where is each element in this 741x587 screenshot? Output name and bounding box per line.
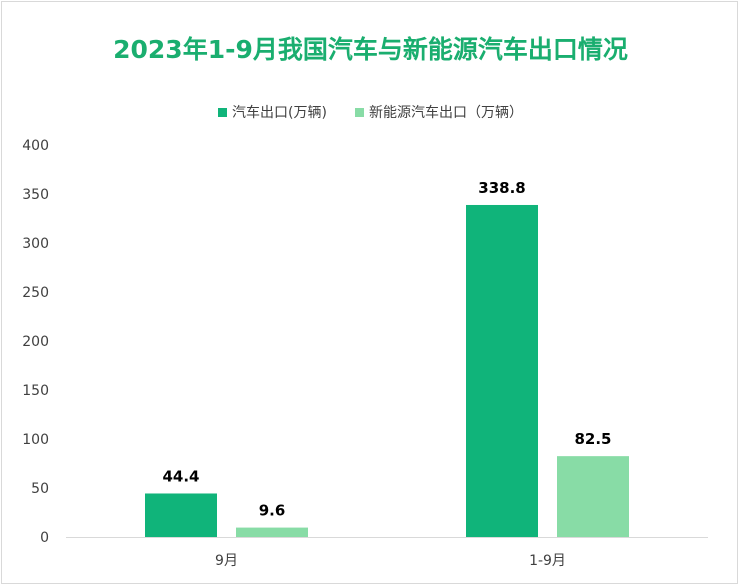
bar-series-2-1 bbox=[236, 527, 308, 537]
legend-label-series-1: 汽车出口(万辆) bbox=[232, 105, 327, 121]
x-category-label: 9月 bbox=[215, 553, 238, 569]
bar-series-2-2 bbox=[557, 456, 629, 537]
y-tick-label: 350 bbox=[22, 187, 49, 203]
y-tick-label: 250 bbox=[22, 285, 49, 301]
y-tick-label: 100 bbox=[22, 432, 49, 448]
y-tick-label: 150 bbox=[22, 383, 49, 399]
data-label-series-1-1: 44.4 bbox=[162, 467, 199, 485]
y-tick-label: 200 bbox=[22, 334, 49, 350]
legend: 汽车出口(万辆) 新能源汽车出口（万辆） bbox=[0, 102, 741, 122]
y-tick-label: 0 bbox=[40, 530, 49, 546]
x-category-label: 1-9月 bbox=[529, 553, 566, 569]
data-label-series-1-2: 338.8 bbox=[478, 179, 525, 197]
legend-label-series-2: 新能源汽车出口（万辆） bbox=[368, 105, 523, 121]
legend-swatch-series-1 bbox=[218, 107, 228, 117]
bar-series-1-1 bbox=[145, 493, 217, 537]
bar-series-1-2 bbox=[466, 204, 538, 537]
legend-item-series-2: 新能源汽车出口（万辆） bbox=[354, 102, 523, 122]
y-tick-label: 50 bbox=[31, 481, 49, 497]
legend-swatch-series-2 bbox=[354, 107, 364, 117]
data-label-series-2-2: 82.5 bbox=[574, 430, 611, 448]
y-tick-label: 400 bbox=[22, 138, 49, 154]
chart-title: 2023年1-9月我国汽车与新能源汽车出口情况 bbox=[113, 35, 628, 64]
y-tick-label: 300 bbox=[22, 236, 49, 252]
data-label-series-2-1: 9.6 bbox=[259, 502, 286, 520]
legend-item-series-1: 汽车出口(万辆) bbox=[218, 102, 327, 122]
